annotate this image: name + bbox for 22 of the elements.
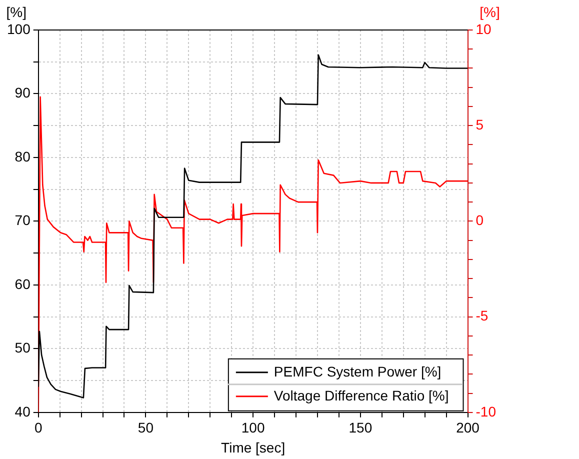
x-tick-label: 50: [138, 420, 154, 436]
y2-tick-label: -10: [476, 403, 496, 420]
x-tick-label: 200: [456, 420, 480, 436]
y-tick-label: 40: [14, 403, 31, 420]
y-tick-label: 80: [14, 148, 31, 164]
y-tick-label: 90: [14, 84, 31, 101]
x-axis-title: Time [sec]: [221, 439, 286, 456]
y2-tick-label: -5: [476, 308, 488, 324]
y-tick-label: 60: [14, 276, 31, 292]
y-tick-label: 50: [14, 340, 31, 356]
y-axis-title: [%]: [6, 4, 26, 20]
y2-tick-label: 0: [476, 212, 484, 228]
x-tick-label: 0: [34, 420, 42, 436]
y2-tick-label: 5: [476, 116, 484, 132]
y-tick-label: 100: [7, 20, 31, 37]
x-tick-label: 100: [241, 420, 265, 436]
y2-axis-title: [%]: [480, 4, 500, 20]
y-tick-label: 70: [14, 212, 31, 228]
y2-tick-label: 10: [476, 20, 492, 37]
legend-label: PEMFC System Power [%]: [274, 363, 442, 380]
legend-label: Voltage Difference Ratio [%]: [274, 387, 449, 404]
x-tick-label: 150: [348, 420, 372, 436]
